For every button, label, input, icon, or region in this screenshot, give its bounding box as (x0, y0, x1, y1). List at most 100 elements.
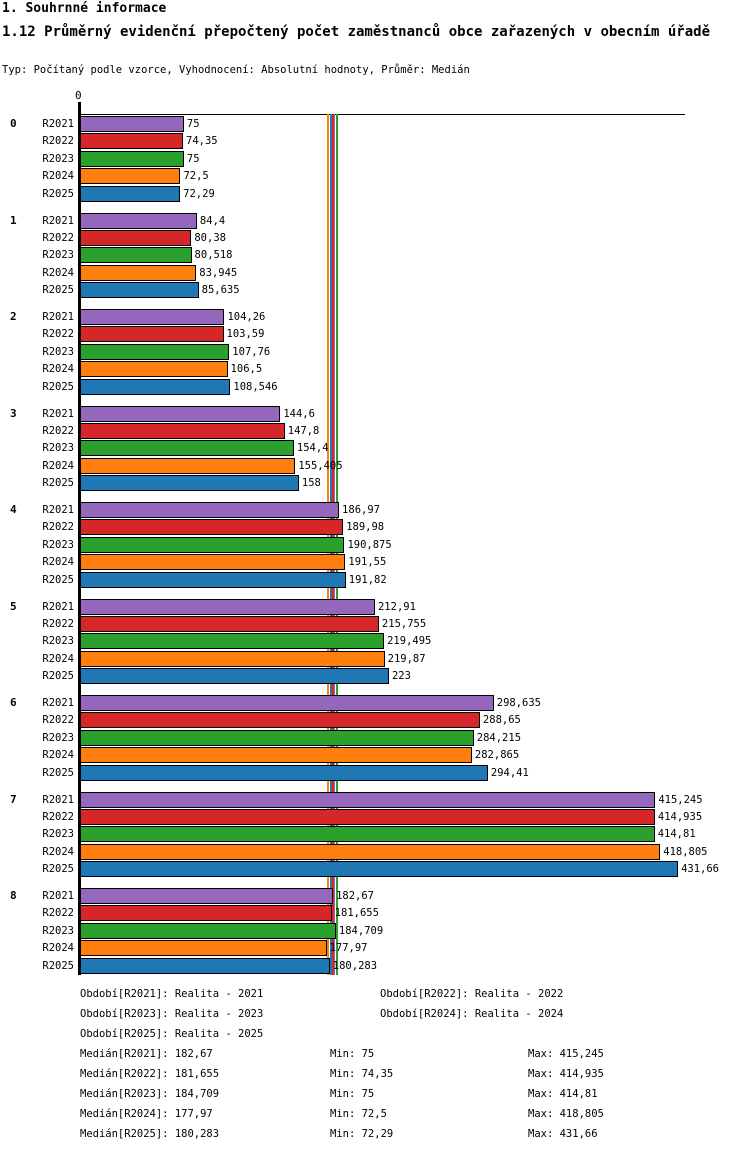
group-label: 3 (10, 406, 17, 420)
series-row-label: R2025 (42, 573, 74, 586)
bar-value-label: 219,495 (387, 635, 432, 648)
bar[interactable] (80, 861, 679, 878)
series-row-label: R2024 (42, 170, 74, 183)
bar[interactable] (80, 326, 224, 343)
series-row-label: R2022 (42, 617, 74, 630)
bar-value-label: 158 (301, 477, 321, 490)
group-label: 6 (10, 696, 17, 709)
series-row-label: R2023 (42, 345, 74, 358)
series-row-label: R2023 (42, 152, 74, 165)
series-row-label: R2025 (42, 766, 74, 779)
bar-value-label: 184,709 (338, 924, 384, 937)
bar[interactable] (80, 536, 345, 553)
series-row-label: R2024 (42, 266, 74, 279)
bar[interactable] (80, 519, 344, 536)
bar-value-label: 80,518 (194, 249, 233, 262)
bar-value-label: 72,5 (183, 170, 209, 183)
bar[interactable] (80, 615, 379, 632)
bar[interactable] (80, 633, 385, 650)
bar[interactable] (80, 957, 330, 974)
bar[interactable] (80, 343, 230, 360)
bar[interactable] (80, 422, 285, 439)
series-row-label: R2024 (42, 845, 74, 858)
bar[interactable] (80, 150, 184, 167)
bar[interactable] (80, 229, 192, 246)
series-row-label: R2024 (42, 942, 74, 955)
bar[interactable] (80, 650, 385, 667)
series-row-label: R2024 (42, 749, 74, 762)
bar[interactable] (80, 695, 494, 711)
bar[interactable] (80, 905, 332, 922)
series-row-label: R2021 (42, 311, 74, 323)
bar[interactable] (80, 808, 655, 825)
bar-value-label: 191,82 (348, 573, 387, 586)
chart-subtitle: Typ: Počítaný podle vzorce, Vyhodnocení:… (2, 64, 470, 76)
bar[interactable] (80, 168, 181, 185)
stat-max: Max: 415,245 (528, 1048, 604, 1060)
stat-max: Max: 414,935 (528, 1068, 604, 1080)
bar[interactable] (80, 457, 296, 474)
series-row-label: R2025 (42, 863, 74, 876)
stat-min: Min: 74,35 (330, 1068, 394, 1080)
bar[interactable] (80, 712, 480, 729)
bar[interactable] (80, 361, 228, 378)
section-heading: 1. Souhrnné informace (2, 1, 167, 16)
bar[interactable] (80, 843, 661, 860)
bar[interactable] (80, 940, 327, 957)
bar[interactable] (80, 502, 340, 518)
bar[interactable] (80, 309, 225, 325)
bar-value-label: 75 (186, 152, 200, 165)
bar[interactable] (80, 764, 488, 781)
series-row-label: R2023 (42, 731, 74, 744)
bar[interactable] (80, 282, 199, 299)
stat-median: Medián[R2025]: 180,283 (80, 1128, 220, 1140)
bar-value-label: 104,26 (227, 311, 266, 323)
bar[interactable] (80, 747, 472, 764)
bar[interactable] (80, 247, 192, 264)
stat-min: Min: 72,29 (330, 1128, 394, 1140)
series-row-label: R2022 (42, 328, 74, 341)
bar-value-label: 415,245 (658, 793, 703, 806)
bar[interactable] (80, 212, 197, 229)
bar-value-label: 83,945 (199, 266, 238, 279)
bar-value-label: 418,805 (663, 845, 708, 858)
series-row-label: R2021 (42, 890, 74, 902)
bar[interactable] (80, 378, 231, 395)
series-row-label: R2025 (42, 187, 74, 200)
series-row-label: R2024 (42, 363, 74, 376)
bar[interactable] (80, 922, 336, 939)
series-row-label: R2021 (42, 118, 74, 130)
series-row-label: R2023 (42, 635, 74, 648)
bar-value-label: 155,405 (298, 459, 343, 472)
bar[interactable] (80, 598, 375, 615)
bar[interactable] (80, 826, 655, 843)
bar-value-label: 154,4 (296, 442, 329, 455)
bar[interactable] (80, 475, 299, 492)
bar-value-label: 294,41 (490, 766, 529, 779)
bar-value-label: 177,97 (329, 942, 368, 955)
bar[interactable] (80, 668, 389, 685)
series-row-label: R2023 (42, 538, 74, 551)
group-label: 2 (10, 310, 17, 323)
bar[interactable] (80, 405, 281, 422)
bar-value-label: 431,66 (681, 863, 719, 876)
group-label: 1 (10, 213, 17, 227)
bar[interactable] (80, 554, 346, 571)
bar[interactable] (80, 729, 474, 746)
stat-min: Min: 75 (330, 1048, 375, 1060)
bar-value-label: 80,38 (194, 231, 226, 244)
bar[interactable] (80, 440, 294, 457)
bar-value-label: 223 (391, 670, 411, 683)
series-row-label: R2025 (42, 477, 74, 490)
bar[interactable] (80, 116, 184, 132)
bar[interactable] (80, 264, 197, 281)
stat-min: Min: 75 (330, 1088, 375, 1100)
stat-median: Medián[R2023]: 184,709 (80, 1088, 220, 1100)
bar-value-label: 75 (186, 118, 200, 130)
bar[interactable] (80, 888, 334, 904)
bar[interactable] (80, 185, 181, 202)
bar[interactable] (80, 133, 183, 150)
bar[interactable] (80, 791, 656, 808)
bar[interactable] (80, 571, 346, 588)
bar-value-label: 72,29 (183, 187, 215, 200)
